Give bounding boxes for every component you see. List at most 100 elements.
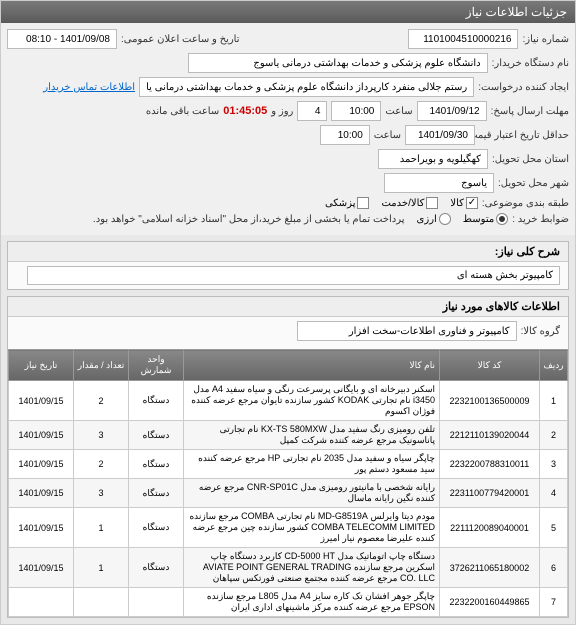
cell-code: 2232200160449865 xyxy=(440,588,540,617)
cell-idx: 6 xyxy=(540,548,568,588)
cell-date: 1401/09/15 xyxy=(9,508,74,548)
need-no-label: شماره نیاز: xyxy=(522,34,569,45)
th-date[interactable]: تاریخ نیاز xyxy=(9,350,74,381)
section-header: جزئیات اطلاعات نیاز xyxy=(1,1,575,23)
cell-unit: دستگاه xyxy=(129,479,184,508)
cell-code: 2232200788310011 xyxy=(440,450,540,479)
th-idx[interactable]: ردیف xyxy=(540,350,568,381)
checkbox-icon xyxy=(357,197,369,209)
cell-unit: دستگاه xyxy=(129,508,184,548)
time-label-1: ساعت xyxy=(385,106,412,117)
table-row[interactable]: 32232200788310011چاپگر سیاه و سفید مدل 2… xyxy=(9,450,568,479)
time-label-2: ساعت xyxy=(374,130,401,141)
table-row[interactable]: 12232100136500009اسکنر دبیرخانه ای و بای… xyxy=(9,381,568,421)
cell-unit xyxy=(129,588,184,617)
form-area: شماره نیاز: 1101004510000216 تاریخ و ساع… xyxy=(1,23,575,235)
group-value: کامپیوتر و فناوری اطلاعات-سخت افزار xyxy=(297,321,517,341)
table-row[interactable]: 22212110139020044تلفن رومیزی رنگ سفید مد… xyxy=(9,421,568,450)
deadline-label: مهلت ارسال پاسخ: xyxy=(491,106,569,117)
rule-desc: پرداخت تمام یا بخشی از مبلغ خرید،از محل … xyxy=(93,214,405,225)
need-desc-value: کامپیوتر بخش هسته ای xyxy=(27,266,560,285)
cb-goods-label: کالا xyxy=(450,198,464,209)
announce-value: 1401/09/08 - 08:10 xyxy=(7,29,117,49)
radio-medium-label: متوسط xyxy=(463,214,494,225)
cell-qty: 2 xyxy=(74,381,129,421)
cb-goods-item[interactable]: کالا xyxy=(450,197,478,209)
table-row[interactable]: 52211120089040001مودم دیتا وایرلس MD-G85… xyxy=(9,508,568,548)
creator-label: ایجاد کننده درخواست: xyxy=(478,82,569,93)
cell-qty: 1 xyxy=(74,508,129,548)
cell-name: تلفن رومیزی رنگ سفید مدل KX-TS 580MXW نا… xyxy=(184,421,440,450)
buyer-value: دانشگاه علوم پزشکی و خدمات بهداشتی درمان… xyxy=(188,53,488,73)
validity-date: 1401/09/30 xyxy=(405,125,475,145)
cell-idx: 7 xyxy=(540,588,568,617)
cell-code: 2232100136500009 xyxy=(440,381,540,421)
cell-qty xyxy=(74,588,129,617)
cell-idx: 5 xyxy=(540,508,568,548)
cell-name: اسکنر دبیرخانه ای و بایگانی پرسرعت رنگی … xyxy=(184,381,440,421)
need-desc-title: شرح کلی نیاز: xyxy=(8,242,568,262)
radio-icon xyxy=(439,213,451,225)
cell-code: 2212110139020044 xyxy=(440,421,540,450)
cb-service-label: کالا/خدمت xyxy=(381,198,424,209)
cell-name: چاپگر جوهر افشان تک کاره سایز A4 مدل L80… xyxy=(184,588,440,617)
cell-name: مودم دیتا وایرلس MD-G8519A نام تجارتی CO… xyxy=(184,508,440,548)
radio-icon xyxy=(496,213,508,225)
cell-date: 1401/09/15 xyxy=(9,479,74,508)
cb-service-item[interactable]: کالا/خدمت xyxy=(381,197,438,209)
cb-medical-item[interactable]: پزشکی xyxy=(325,197,370,209)
cell-code: 2231100779420001 xyxy=(440,479,540,508)
validity-time: 10:00 xyxy=(320,125,370,145)
cell-unit: دستگاه xyxy=(129,548,184,588)
timer-label: ساعت باقی مانده xyxy=(146,106,219,117)
radio-currency-item[interactable]: ارزی xyxy=(417,213,451,225)
cell-idx: 2 xyxy=(540,421,568,450)
table-row[interactable]: 42231100779420001رایانه شخصی با مانیتور … xyxy=(9,479,568,508)
cell-qty: 2 xyxy=(74,450,129,479)
province-label: استان محل تحویل: xyxy=(492,154,569,165)
goods-table: ردیف کد کالا نام کالا واحد شمارش تعداد /… xyxy=(8,349,568,617)
checkbox-icon xyxy=(426,197,438,209)
table-row[interactable]: 72232200160449865چاپگر جوهر افشان تک کار… xyxy=(9,588,568,617)
timer-value: 01:45:05 xyxy=(223,105,267,117)
th-code[interactable]: کد کالا xyxy=(440,350,540,381)
rule-label: ضوابط خرید : xyxy=(512,214,569,225)
cell-name: دستگاه چاپ اتوماتیک مدل CD-5000 HT کاربر… xyxy=(184,548,440,588)
th-unit[interactable]: واحد شمارش xyxy=(129,350,184,381)
cell-name: چاپگر سیاه و سفید مدل 2035 نام تجارتی HP… xyxy=(184,450,440,479)
group-label: گروه کالا: xyxy=(521,326,560,337)
contact-link[interactable]: اطلاعات تماس خریدار xyxy=(43,82,135,93)
cell-idx: 4 xyxy=(540,479,568,508)
buyer-label: نام دستگاه خریدار: xyxy=(492,58,569,69)
announce-label: تاریخ و ساعت اعلان عمومی: xyxy=(121,34,240,45)
th-qty[interactable]: تعداد / مقدار xyxy=(74,350,129,381)
deadline-date: 1401/09/12 xyxy=(417,101,487,121)
checkbox-icon xyxy=(466,197,478,209)
table-row[interactable]: 63726211065180002دستگاه چاپ اتوماتیک مدل… xyxy=(9,548,568,588)
cell-idx: 1 xyxy=(540,381,568,421)
header-title: جزئیات اطلاعات نیاز xyxy=(466,5,567,19)
cell-code: 3726211065180002 xyxy=(440,548,540,588)
goods-info-title: اطلاعات کالاهای مورد نیاز xyxy=(8,297,568,317)
table-body: 12232100136500009اسکنر دبیرخانه ای و بای… xyxy=(9,381,568,617)
cell-date: 1401/09/15 xyxy=(9,450,74,479)
class-label: طبقه بندی موضوعی: xyxy=(482,198,569,209)
cell-qty: 3 xyxy=(74,421,129,450)
th-name[interactable]: نام کالا xyxy=(184,350,440,381)
cell-date xyxy=(9,588,74,617)
need-no-value: 1101004510000216 xyxy=(408,29,518,49)
cell-idx: 3 xyxy=(540,450,568,479)
radio-medium-item[interactable]: متوسط xyxy=(463,213,508,225)
radio-currency-label: ارزی xyxy=(417,214,437,225)
main-container: جزئیات اطلاعات نیاز شماره نیاز: 11010045… xyxy=(0,0,576,625)
days-value: 4 xyxy=(297,101,327,121)
cell-unit: دستگاه xyxy=(129,421,184,450)
need-desc-section: شرح کلی نیاز: کامپیوتر بخش هسته ای xyxy=(7,241,569,290)
cell-date: 1401/09/15 xyxy=(9,548,74,588)
cell-qty: 1 xyxy=(74,548,129,588)
province-value: کهگیلویه و بویراحمد xyxy=(378,149,488,169)
cell-name: رایانه شخصی با مانیتور رومیزی مدل CNR-SP… xyxy=(184,479,440,508)
cell-code: 2211120089040001 xyxy=(440,508,540,548)
cell-unit: دستگاه xyxy=(129,381,184,421)
creator-value: رستم جلالی منفرد کارپرداز دانشگاه علوم پ… xyxy=(139,77,474,97)
